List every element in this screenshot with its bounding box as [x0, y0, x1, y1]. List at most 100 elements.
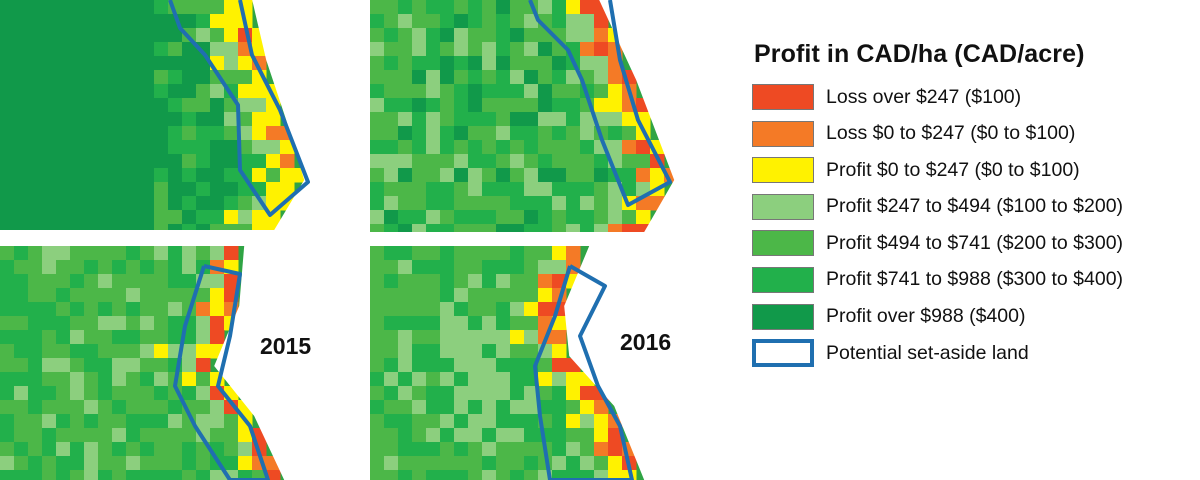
map-cell: [398, 442, 413, 457]
map-cell: [210, 330, 225, 345]
map-cell: [238, 456, 253, 471]
legend-swatch: [752, 266, 814, 293]
map-cell: [468, 442, 483, 457]
map-cell: [28, 98, 43, 113]
map-cell: [28, 56, 43, 71]
map-cell: [538, 246, 553, 261]
map-cell: [168, 112, 183, 127]
map-cell: [154, 386, 169, 401]
map-cell: [154, 260, 169, 275]
map-cell: [0, 224, 15, 230]
map-cell: [14, 470, 29, 480]
map-cell: [154, 442, 169, 457]
map-cell: [154, 126, 169, 141]
map-cell: [70, 224, 85, 230]
map-cell: [42, 154, 57, 169]
map-cell: [98, 302, 113, 317]
map-cell: [454, 182, 469, 197]
map-cell: [510, 0, 525, 15]
map-cell: [496, 274, 511, 289]
map-cell: [580, 386, 595, 401]
map-cell: [370, 126, 385, 141]
map-cell: [622, 224, 637, 232]
map-cell: [28, 196, 43, 211]
map-cell: [440, 112, 455, 127]
map-cell: [566, 126, 581, 141]
map-cell: [496, 28, 511, 43]
map-cell: [28, 442, 43, 457]
map-cell: [524, 70, 539, 85]
map-cell: [454, 442, 469, 457]
map-cell: [510, 56, 525, 71]
map-cell: [224, 428, 239, 443]
map-cell: [510, 154, 525, 169]
map-cell: [224, 140, 239, 155]
map-cell: [510, 28, 525, 43]
map-cell: [510, 414, 525, 429]
map-cell: [224, 400, 239, 415]
map-cell: [196, 70, 211, 85]
map-cell: [84, 302, 99, 317]
map-cell: [70, 442, 85, 457]
map-cell: [126, 0, 141, 15]
map-cell: [182, 274, 197, 289]
map-cell: [84, 344, 99, 359]
map-cell: [210, 210, 225, 225]
map-cell: [440, 372, 455, 387]
map-cell: [182, 126, 197, 141]
map-top-left: [0, 0, 312, 230]
map-cell: [56, 442, 71, 457]
map-cell: [524, 224, 539, 232]
map-cell: [196, 84, 211, 99]
map-cell: [112, 470, 127, 480]
map-cell: [454, 456, 469, 471]
map-cell: [196, 316, 211, 331]
map-cell: [440, 0, 455, 15]
map-cell: [140, 302, 155, 317]
map-cell: [594, 168, 609, 183]
map-cell: [636, 140, 651, 155]
map-cell: [426, 14, 441, 29]
map-cell: [454, 330, 469, 345]
map-cell: [594, 70, 609, 85]
map-cell: [224, 112, 239, 127]
map-cell: [552, 140, 567, 155]
map-cell: [370, 414, 385, 429]
map-cell: [412, 14, 427, 29]
map-cell: [84, 316, 99, 331]
map-cell: [552, 456, 567, 471]
map-cell: [370, 386, 385, 401]
map-cell: [182, 344, 197, 359]
map-cell: [182, 0, 197, 15]
map-cell: [140, 168, 155, 183]
map-cell: [370, 344, 385, 359]
map-cell: [168, 428, 183, 443]
map-cell: [370, 224, 385, 232]
map-cell: [0, 400, 15, 415]
map-cell: [384, 344, 399, 359]
map-cell: [538, 358, 553, 373]
map-cell: [594, 56, 609, 71]
map-cell: [196, 28, 211, 43]
map-cell: [210, 28, 225, 43]
year-label-2015: 2015: [260, 333, 312, 359]
map-cell: [70, 246, 85, 261]
map-cell: [154, 400, 169, 415]
map-cell: [384, 154, 399, 169]
map-cell: [566, 14, 581, 29]
map-cell: [42, 0, 57, 15]
map-cell: [426, 456, 441, 471]
map-cell: [196, 414, 211, 429]
map-background: [252, 0, 312, 230]
map-cell: [468, 224, 483, 232]
map-cell: [524, 442, 539, 457]
map-cell: [0, 210, 15, 225]
map-cell: [552, 182, 567, 197]
map-cell: [84, 56, 99, 71]
map-cell: [70, 154, 85, 169]
map-cell: [126, 274, 141, 289]
map-cell: [56, 140, 71, 155]
map-cell: [594, 84, 609, 99]
map-cell: [538, 224, 553, 232]
map-cell: [84, 442, 99, 457]
